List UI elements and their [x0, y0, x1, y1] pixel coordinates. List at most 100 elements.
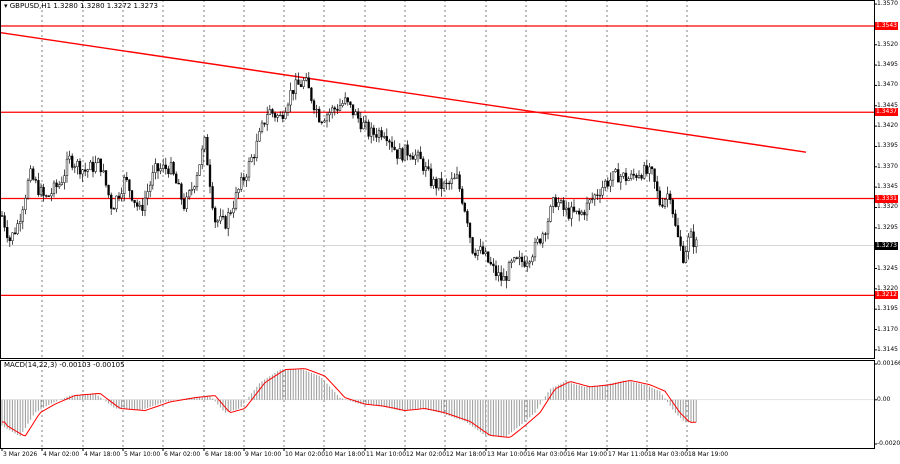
candle-body: [674, 213, 677, 226]
candle-body: [50, 193, 53, 197]
candle-body: [318, 108, 321, 123]
candle-body: [104, 170, 108, 186]
candle-body: [567, 207, 570, 219]
candle-body: [13, 232, 17, 234]
candle-body: [86, 169, 89, 172]
candle-body: [193, 186, 196, 190]
candle-body: [375, 134, 378, 138]
candle-body: [474, 252, 477, 256]
candle-body: [258, 131, 261, 142]
candle-body: [390, 141, 394, 148]
macd-signal-line: [2, 368, 697, 438]
candle-body: [684, 251, 687, 263]
candle-body: [583, 211, 586, 216]
candle-body: [320, 121, 323, 124]
candle-body: [533, 242, 537, 258]
candle-body: [336, 108, 339, 111]
candle-body: [0, 215, 4, 217]
symbol-label: GBPUSD,H1: [9, 2, 52, 10]
candle-body: [455, 174, 459, 179]
candle-body: [549, 206, 552, 222]
candle-body: [247, 161, 251, 178]
candle-body: [422, 158, 425, 171]
candle-body: [643, 165, 646, 179]
candle-body: [268, 109, 271, 115]
candle-body: [138, 204, 141, 207]
candle-body: [351, 104, 355, 116]
candle-body: [58, 184, 61, 188]
candle-body: [206, 137, 209, 166]
candle-body: [624, 172, 628, 181]
candle-body: [123, 177, 126, 194]
time-label: 4 Mar 02:00: [43, 451, 79, 458]
candle-body: [596, 194, 599, 196]
candle-body: [154, 163, 157, 173]
chart-title: ▾ GBPUSD,H1 1.3280 1.3280 1.3272 1.3273: [4, 2, 158, 11]
candle-body: [526, 262, 529, 267]
candle-body: [518, 256, 521, 259]
candle-body: [362, 122, 365, 130]
candle-body: [255, 140, 258, 158]
candle-body: [208, 164, 212, 187]
candle-body: [539, 238, 542, 244]
candle-body: [180, 183, 183, 200]
candle-body: [695, 239, 698, 248]
candle-body: [497, 272, 500, 276]
candle-body: [557, 202, 560, 207]
candle-body: [110, 194, 113, 209]
candle-body: [461, 188, 464, 204]
candle-body: [297, 79, 300, 85]
candle-body: [190, 189, 193, 191]
candle-body: [593, 194, 596, 200]
time-label: 10 Mar 18:00: [325, 451, 365, 458]
candle-body: [622, 172, 625, 177]
candle-body: [559, 200, 563, 203]
candle-body: [323, 120, 326, 123]
candle-body: [510, 260, 513, 264]
candle-body: [115, 195, 118, 210]
candle-body: [214, 207, 217, 223]
macd-title: MACD(14,22,3) -0.00103 -0.00105: [4, 361, 125, 369]
candle-body: [536, 238, 539, 243]
candle-body: [598, 194, 602, 197]
candle-body: [250, 156, 253, 162]
candle-body: [669, 193, 672, 201]
candle-body: [84, 169, 87, 172]
candle-body: [29, 168, 32, 181]
candle-body: [164, 164, 167, 170]
time-label: 12 Mar 02:00: [406, 451, 446, 458]
candle-body: [411, 156, 414, 160]
ohlc-values: 1.3280 1.3280 1.3272 1.3273: [53, 2, 158, 10]
candle-body: [102, 170, 105, 173]
candle-body: [427, 166, 430, 170]
candle-body: [453, 177, 456, 180]
time-label: 11 Mar 10:00: [366, 451, 406, 458]
time-label: 5 Mar 10:00: [124, 451, 160, 458]
candle-body: [289, 90, 292, 106]
candle-body: [585, 202, 589, 216]
candle-body: [305, 77, 308, 81]
candle-body: [60, 182, 63, 185]
chart-axes: [0, 0, 877, 451]
candle-body: [107, 184, 110, 196]
candle-body: [52, 182, 56, 194]
candle-body: [406, 144, 409, 156]
candle-body: [97, 158, 100, 164]
candle-body: [94, 162, 97, 172]
candle-body: [409, 155, 412, 157]
candle-body: [505, 275, 508, 281]
candle-body: [117, 195, 121, 199]
candle-body: [271, 109, 274, 114]
candle-body: [403, 144, 407, 161]
candle-body: [658, 190, 661, 206]
candle-body: [627, 178, 630, 181]
time-label: 17 Mar 11:00: [608, 451, 648, 458]
level-price-tag: 1.3543: [875, 22, 898, 31]
candle-body: [219, 215, 222, 222]
candle-body: [520, 256, 524, 262]
chart-menu-icon[interactable]: ▾: [4, 2, 8, 10]
candle-body: [385, 136, 388, 142]
candle-body: [617, 169, 620, 183]
